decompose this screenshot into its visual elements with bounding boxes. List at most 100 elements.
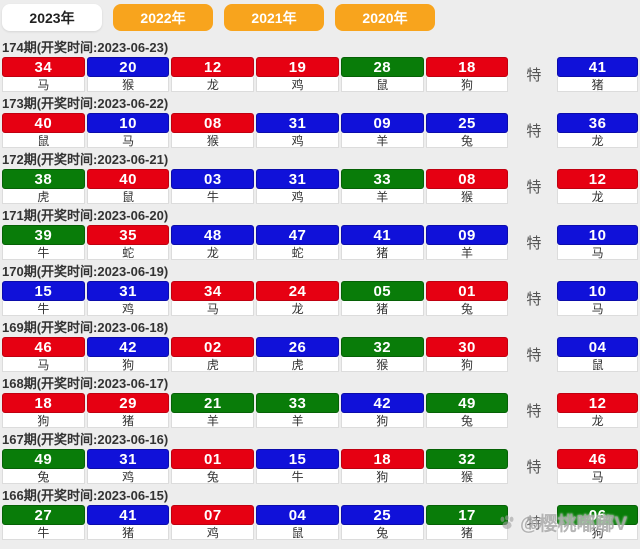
number-column: 27 牛 [2, 505, 85, 540]
zodiac-label: 鼠 [86, 189, 170, 204]
zodiac-label: 蛇 [256, 245, 339, 260]
number-column: 12 龙 [171, 57, 255, 92]
drawn-number: 24 [256, 281, 339, 301]
drawn-number: 40 [86, 169, 170, 189]
zodiac-label: 猪 [86, 525, 170, 540]
drawn-number: 15 [256, 449, 339, 469]
number-column: 01 兔 [171, 449, 255, 484]
zodiac-label: 牛 [2, 245, 85, 260]
year-tab[interactable]: 2021年 [224, 4, 324, 31]
number-column: 39 牛 [2, 225, 85, 260]
year-tabbar: 2023年 2022年 2021年 2020年 [0, 0, 640, 33]
draw-title: 169期(开奖时间:2023-06-18) [2, 320, 169, 335]
drawn-number: 49 [2, 449, 85, 469]
zodiac-label: 虎 [171, 357, 255, 372]
drawn-number: 19 [256, 57, 339, 77]
number-column: 21 羊 [171, 393, 255, 428]
special-number: 06 [557, 505, 638, 525]
drawn-number: 26 [256, 337, 339, 357]
drawn-number: 18 [340, 449, 424, 469]
year-tab[interactable]: 2022年 [113, 4, 213, 31]
number-column: 02 虎 [171, 337, 255, 372]
special-column-label: 特 [526, 291, 542, 308]
zodiac-label: 牛 [2, 301, 85, 316]
draw-block: 170期(开奖时间:2023-06-19) 15 牛 31 鸡 34 马 24 龙 05 猪 01 兔特… [2, 264, 640, 320]
special-zodiac-label: 马 [557, 301, 638, 316]
special-number: 10 [557, 281, 638, 301]
zodiac-label: 猴 [425, 189, 509, 204]
number-column: 40 鼠 [2, 113, 85, 148]
draw-grid: 46 马 42 狗 02 虎 26 虎 32 猴 30 狗特 04 鼠 [2, 337, 640, 372]
draw-block: 167期(开奖时间:2023-06-16) 49 兔 31 鸡 01 兔 15 牛 18 狗 32 猴特… [2, 432, 640, 488]
zodiac-label: 牛 [171, 189, 255, 204]
number-column: 28 鼠 [340, 57, 424, 92]
number-column: 03 牛 [171, 169, 255, 204]
draw-title: 171期(开奖时间:2023-06-20) [2, 208, 169, 223]
special-zodiac-label: 龙 [557, 189, 638, 204]
drawn-number: 05 [340, 281, 424, 301]
drawn-number: 41 [340, 225, 424, 245]
zodiac-label: 鸡 [256, 77, 339, 92]
drawn-number: 07 [171, 505, 255, 525]
zodiac-label: 鸡 [256, 189, 339, 204]
draw-title: 170期(开奖时间:2023-06-19) [2, 264, 169, 279]
drawn-number: 08 [425, 169, 509, 189]
zodiac-label: 蛇 [86, 245, 170, 260]
zodiac-label: 龙 [256, 301, 339, 316]
zodiac-label: 鸡 [171, 525, 255, 540]
zodiac-label: 龙 [171, 245, 255, 260]
number-column: 04 鼠 [256, 505, 339, 540]
draw-block: 174期(开奖时间:2023-06-23) 34 马 20 猴 12 龙 19 鸡 28 鼠 18 狗特… [2, 40, 640, 96]
drawn-number: 40 [2, 113, 85, 133]
zodiac-label: 牛 [256, 469, 339, 484]
number-column: 29 猪 [86, 393, 170, 428]
special-number: 12 [557, 169, 638, 189]
draw-title: 166期(开奖时间:2023-06-15) [2, 488, 169, 503]
draw-title: 174期(开奖时间:2023-06-23) [2, 40, 169, 55]
year-tab[interactable]: 2023年 [2, 4, 102, 31]
zodiac-label: 羊 [425, 245, 509, 260]
zodiac-label: 鸡 [86, 301, 170, 316]
drawn-number: 38 [2, 169, 85, 189]
number-column: 31 鸡 [256, 169, 339, 204]
drawn-number: 31 [86, 449, 170, 469]
special-column-label: 特 [526, 235, 542, 252]
draw-block: 172期(开奖时间:2023-06-21) 38 虎 40 鼠 03 牛 31 鸡 33 羊 08 猴特… [2, 152, 640, 208]
draw-grid: 15 牛 31 鸡 34 马 24 龙 05 猪 01 兔特 10 马 [2, 281, 640, 316]
zodiac-label: 羊 [340, 189, 424, 204]
number-column: 08 猴 [425, 169, 509, 204]
special-column-label: 特 [526, 67, 542, 84]
special-zodiac-label: 龙 [557, 133, 638, 148]
zodiac-label: 羊 [256, 413, 339, 428]
drawn-number: 34 [171, 281, 255, 301]
zodiac-label: 兔 [425, 301, 509, 316]
drawn-number: 27 [2, 505, 85, 525]
draw-grid: 39 牛 35 蛇 48 龙 47 蛇 41 猪 09 羊特 10 马 [2, 225, 640, 260]
number-column: 49 兔 [425, 393, 509, 428]
number-column: 25 兔 [340, 505, 424, 540]
draw-grid: 18 狗 29 猪 21 羊 33 羊 42 狗 49 兔特 12 龙 [2, 393, 640, 428]
drawn-number: 28 [340, 57, 424, 77]
drawn-number: 33 [256, 393, 339, 413]
special-zodiac-label: 鼠 [557, 357, 638, 372]
number-column: 40 鼠 [86, 169, 170, 204]
number-column: 32 猴 [425, 449, 509, 484]
zodiac-label: 兔 [340, 525, 424, 540]
zodiac-label: 狗 [340, 413, 424, 428]
special-column-label: 特 [526, 179, 542, 196]
number-column: 30 狗 [425, 337, 509, 372]
number-column: 47 蛇 [256, 225, 339, 260]
year-tab[interactable]: 2020年 [335, 4, 435, 31]
zodiac-label: 牛 [2, 525, 85, 540]
number-column: 18 狗 [425, 57, 509, 92]
number-column: 19 鸡 [256, 57, 339, 92]
draw-block: 173期(开奖时间:2023-06-22) 40 鼠 10 马 08 猴 31 鸡 09 羊 25 兔特… [2, 96, 640, 152]
number-column: 33 羊 [340, 169, 424, 204]
number-column: 26 虎 [256, 337, 339, 372]
drawn-number: 01 [171, 449, 255, 469]
special-column-label: 特 [526, 515, 542, 532]
drawn-number: 29 [86, 393, 170, 413]
special-number: 41 [557, 57, 638, 77]
special-zodiac-label: 马 [557, 245, 638, 260]
zodiac-label: 鸡 [86, 469, 170, 484]
